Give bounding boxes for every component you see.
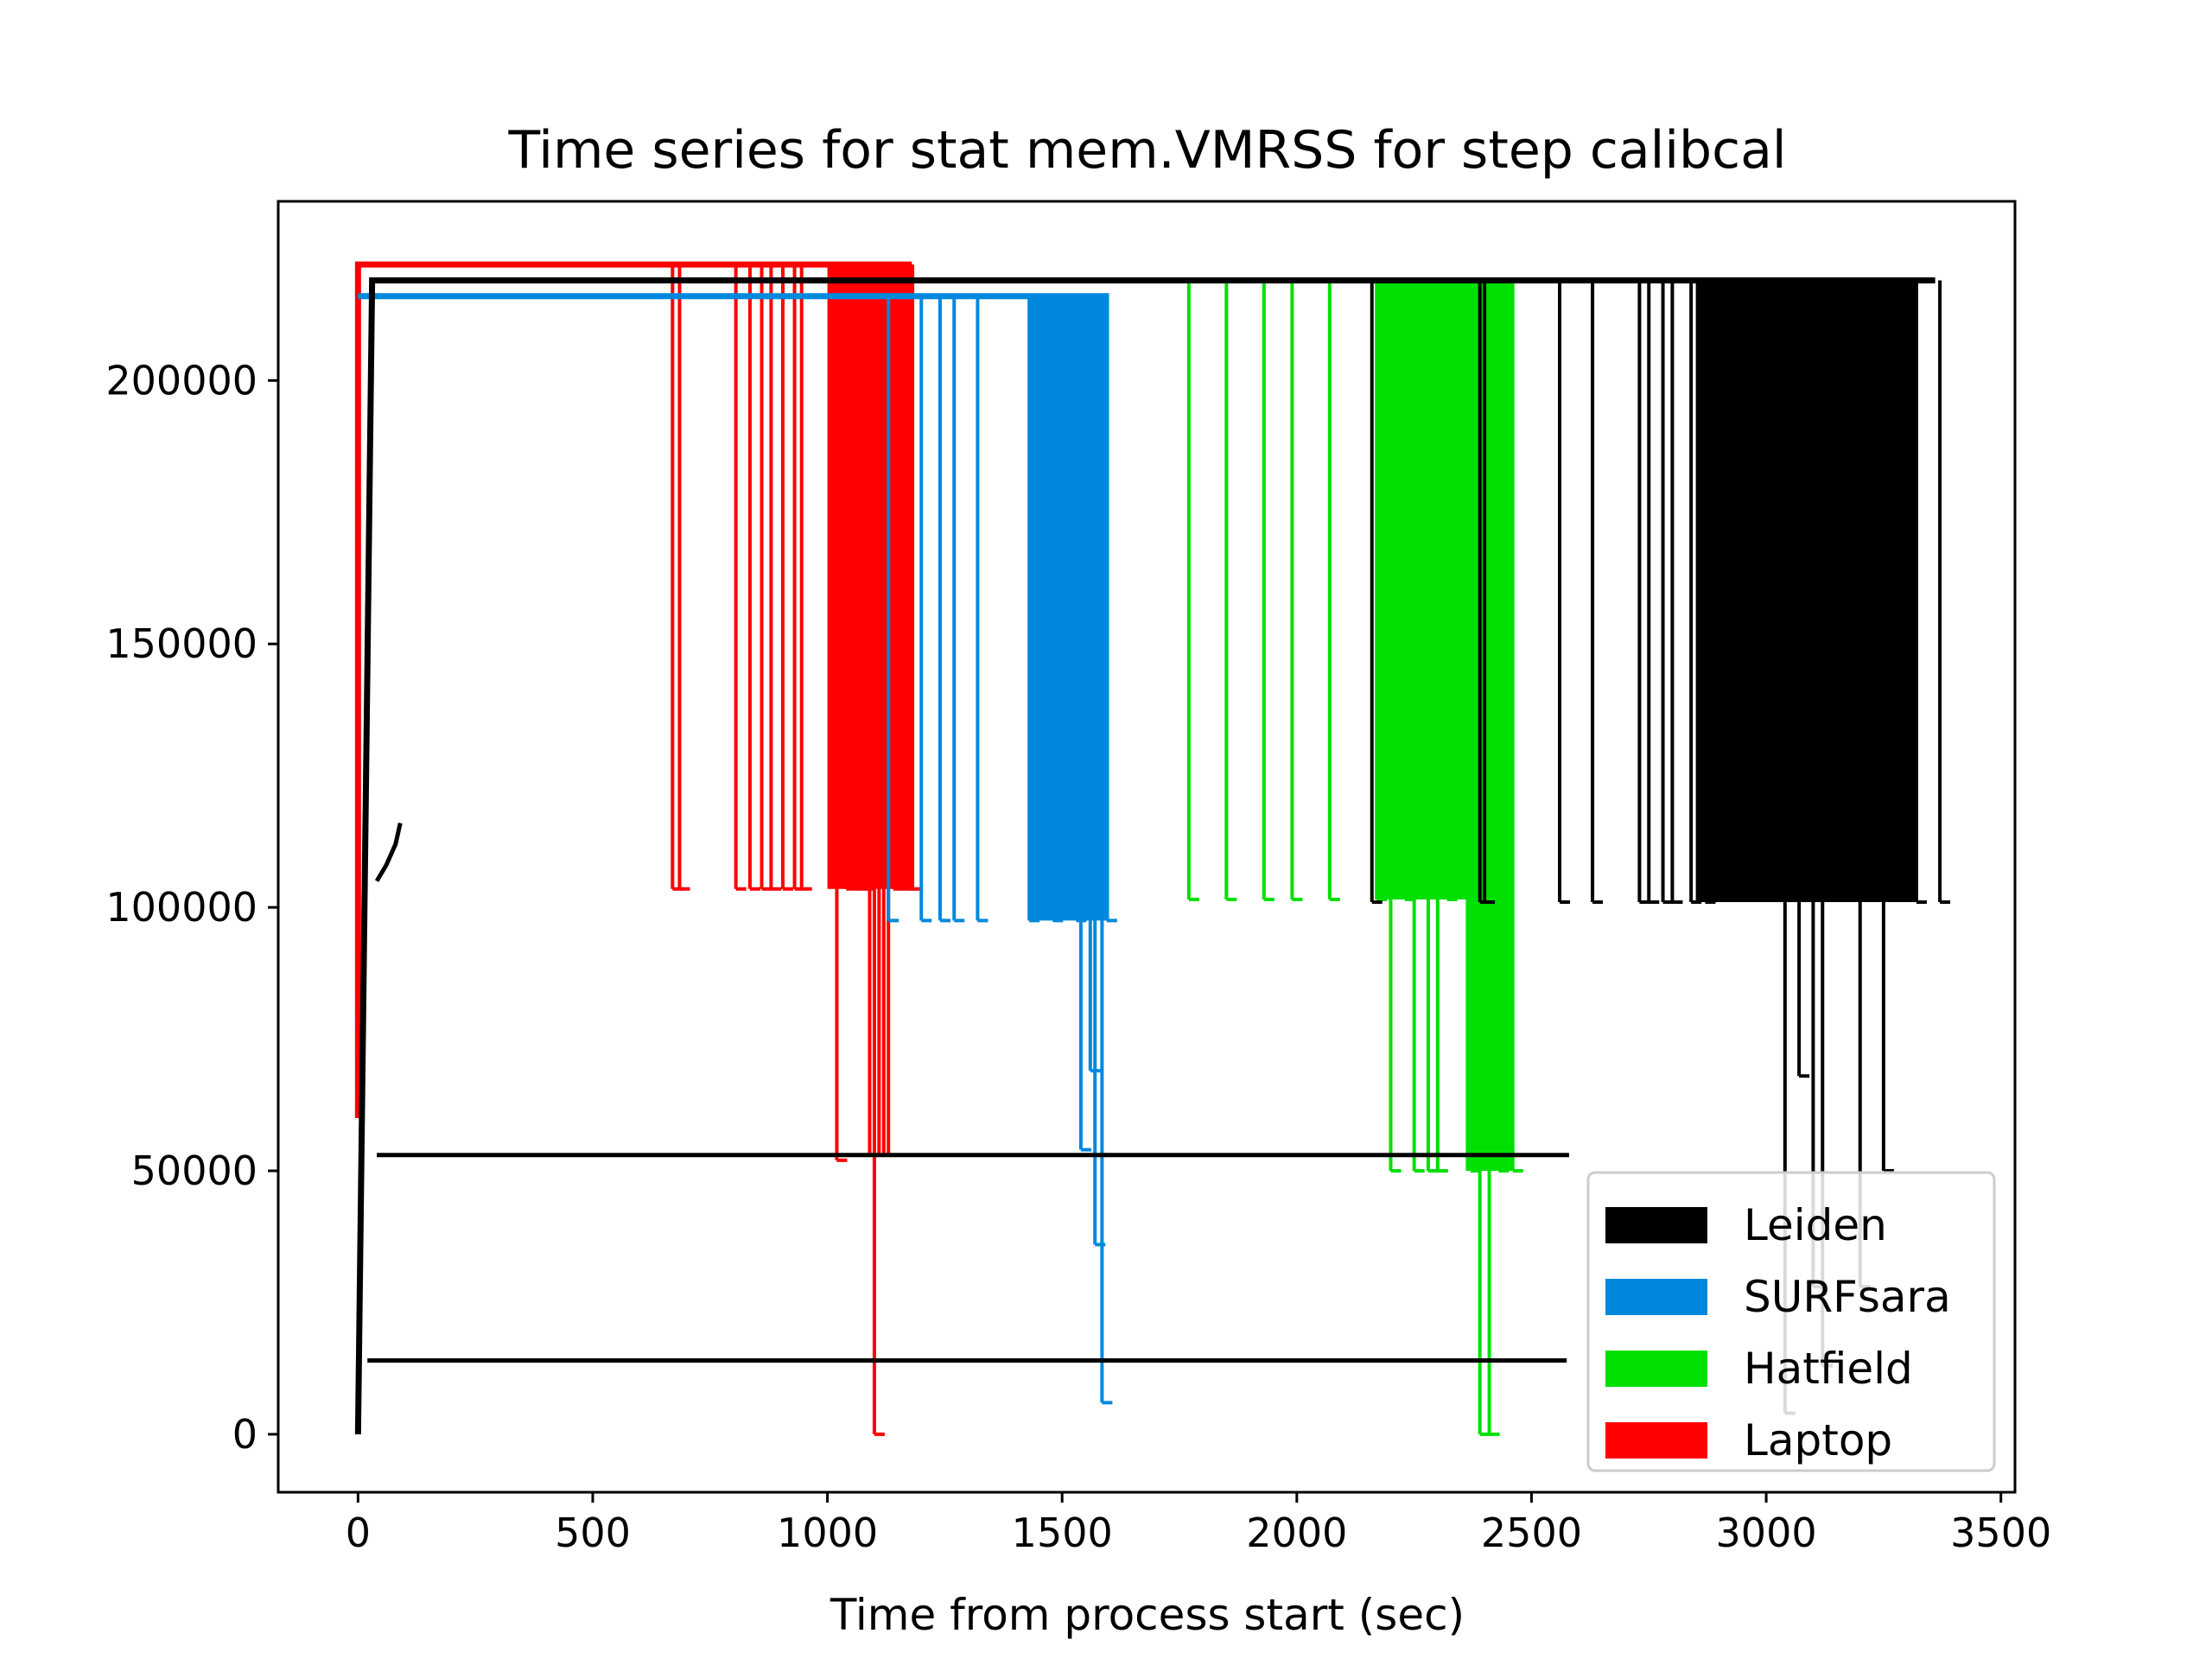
legend: Leiden SURFsara Hatfield Laptop xyxy=(1586,1171,1996,1472)
x-tick-label: 1000 xyxy=(777,1510,878,1556)
y-tick-label: 100000 xyxy=(105,884,257,931)
legend-label: SURFsara xyxy=(1744,1272,1951,1322)
y-tick-label: 150000 xyxy=(105,620,257,667)
x-tick-label: 1500 xyxy=(1012,1510,1113,1556)
legend-label: Laptop xyxy=(1744,1415,1892,1465)
plot-area xyxy=(354,261,1951,1436)
series-line xyxy=(354,276,1936,1434)
legend-swatch xyxy=(1605,1207,1707,1243)
y-tick-label: 0 xyxy=(232,1411,257,1458)
y-tick-label: 50000 xyxy=(131,1147,257,1194)
series-line xyxy=(354,261,912,1119)
x-tick-label: 3000 xyxy=(1716,1510,1817,1556)
series-hatfield xyxy=(1186,276,1523,1436)
x-tick-label: 0 xyxy=(346,1510,371,1556)
series-laptop xyxy=(354,261,920,1436)
plot-frame xyxy=(276,200,2017,1494)
series-surfsara xyxy=(358,293,1117,1405)
legend-swatch xyxy=(1605,1351,1707,1387)
legend-swatch xyxy=(1605,1279,1707,1315)
x-tick-label: 2000 xyxy=(1246,1510,1347,1556)
x-axis: 0 500 1000 1500 2000 2500 3000 3500 xyxy=(346,1492,2051,1556)
legend-swatch xyxy=(1605,1422,1707,1459)
x-tick-label: 500 xyxy=(555,1510,631,1556)
x-tick-label: 3500 xyxy=(1950,1510,2051,1556)
legend-label: Hatfield xyxy=(1744,1344,1913,1394)
series-layer xyxy=(354,261,1951,1436)
legend-label: Leiden xyxy=(1744,1200,1887,1250)
extra-line xyxy=(374,823,403,882)
chart-title: Time series for stat mem.VMRSS for step … xyxy=(507,120,1786,181)
dense-block xyxy=(1695,280,1916,903)
legend-box xyxy=(1586,1171,1996,1472)
y-axis: 0 50000 100000 150000 200000 xyxy=(105,357,278,1458)
x-axis-label: Time from process start (sec) xyxy=(830,1590,1465,1640)
y-tick-label: 200000 xyxy=(105,357,257,404)
dense-block xyxy=(1029,296,1109,921)
x-tick-label: 2500 xyxy=(1481,1510,1582,1556)
series-leiden xyxy=(354,276,1951,1434)
